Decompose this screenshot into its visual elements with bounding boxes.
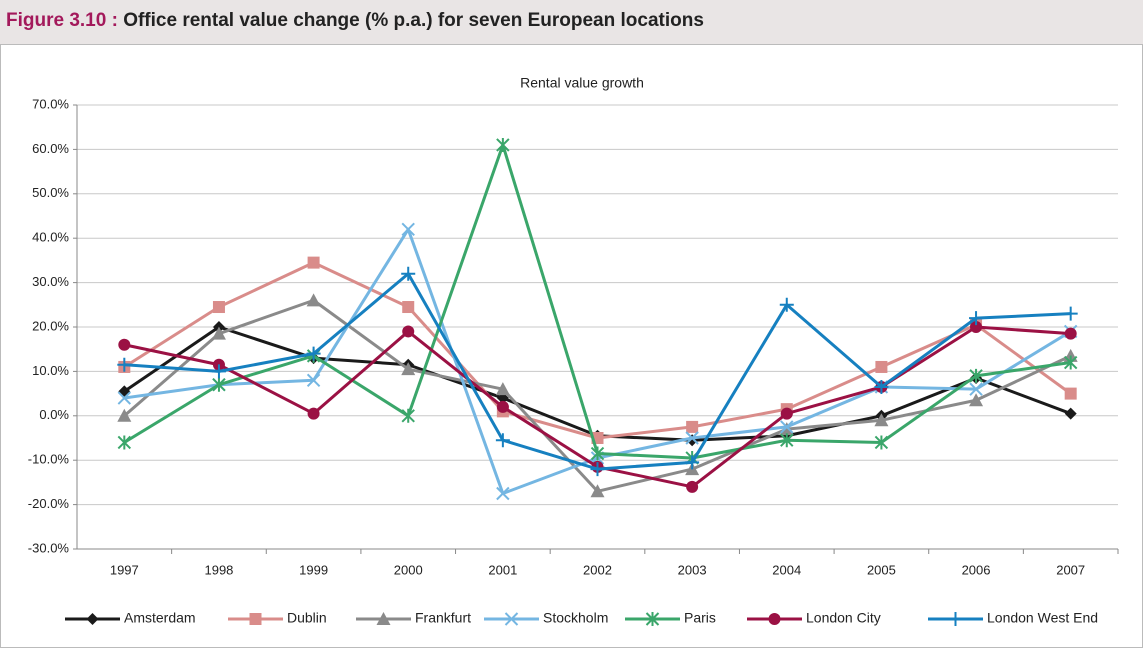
marker	[969, 311, 984, 326]
marker	[212, 301, 225, 314]
marker	[307, 256, 320, 269]
marker	[307, 407, 320, 420]
legend-label: Amsterdam	[124, 610, 196, 626]
y-tick-label: 50.0%	[32, 185, 69, 200]
marker	[211, 326, 226, 340]
marker	[306, 373, 321, 387]
marker	[780, 420, 794, 434]
marker	[117, 391, 132, 405]
legend-label: Paris	[684, 610, 716, 626]
marker	[117, 357, 132, 372]
marker	[117, 408, 132, 422]
marker	[948, 612, 963, 626]
marker	[590, 484, 605, 498]
marker	[970, 321, 983, 333]
marker	[306, 346, 321, 361]
marker	[401, 222, 415, 237]
y-tick-label: -30.0%	[28, 540, 70, 555]
y-tick-label: 10.0%	[32, 363, 69, 378]
chart-frame	[0, 44, 1143, 648]
legend-label: London City	[806, 610, 881, 626]
marker	[401, 266, 416, 281]
legend-label: Dublin	[287, 610, 327, 626]
marker	[306, 293, 321, 307]
y-tick-label: 20.0%	[32, 318, 69, 333]
marker	[875, 360, 888, 373]
marker	[685, 455, 700, 470]
y-tick-label: 70.0%	[32, 96, 69, 111]
y-tick-label: 30.0%	[32, 274, 69, 289]
marker	[590, 446, 605, 461]
y-tick-label: 0.0%	[39, 407, 69, 422]
legend-label: Frankfurt	[415, 610, 471, 626]
x-tick-label: 2003	[678, 562, 707, 577]
marker	[780, 433, 794, 448]
marker	[86, 613, 99, 625]
marker	[645, 612, 660, 626]
x-tick-label: 2005	[867, 562, 896, 577]
marker	[686, 420, 699, 433]
marker	[496, 137, 510, 152]
marker	[874, 379, 889, 394]
x-tick-label: 2002	[583, 562, 612, 577]
figure-label: Figure 3.10 :	[6, 10, 118, 31]
marker	[376, 612, 391, 625]
marker	[402, 325, 415, 338]
marker	[401, 408, 415, 423]
y-tick-label: 60.0%	[32, 141, 69, 156]
marker	[686, 480, 699, 493]
y-tick-label: 40.0%	[32, 230, 69, 245]
marker	[211, 364, 226, 379]
x-tick-label: 1997	[110, 562, 139, 577]
marker	[496, 486, 510, 501]
chart: Rental value growth -30.0% -20.0% -10.0% 0.…	[0, 44, 1143, 648]
marker	[590, 462, 605, 477]
marker	[779, 422, 794, 436]
x-tick-label: 2000	[394, 562, 423, 577]
marker	[874, 435, 889, 450]
marker	[1064, 387, 1077, 400]
marker	[969, 382, 983, 396]
x-tick-label: 2006	[962, 562, 991, 577]
marker	[780, 407, 793, 420]
marker	[685, 431, 699, 445]
x-tick-label: 2007	[1056, 562, 1085, 577]
marker	[249, 613, 262, 625]
y-tick-label: -10.0%	[28, 452, 70, 467]
marker	[1064, 407, 1077, 420]
marker	[1063, 306, 1078, 321]
x-tick-label: 2001	[488, 562, 517, 577]
x-tick-label: 2004	[772, 562, 801, 577]
marker	[117, 435, 132, 450]
figure-title: Office rental value change (% p.a.) for …	[123, 10, 704, 31]
x-tick-label: 1999	[299, 562, 328, 577]
marker	[118, 338, 131, 351]
marker	[969, 393, 984, 407]
marker	[504, 612, 519, 626]
marker	[495, 382, 510, 396]
marker	[495, 433, 510, 448]
marker	[212, 377, 226, 392]
marker	[401, 362, 416, 376]
legend-label: London West End	[987, 610, 1098, 626]
marker	[1063, 355, 1078, 370]
y-tick-label: -20.0%	[28, 496, 70, 511]
marker	[768, 613, 781, 625]
marker	[402, 301, 415, 314]
marker	[779, 297, 794, 312]
marker	[874, 413, 889, 427]
chart-title: Rental value growth	[520, 75, 644, 91]
x-tick-label: 1998	[204, 562, 233, 577]
legend-label: Stockholm	[543, 610, 608, 626]
marker	[1064, 327, 1077, 340]
marker	[969, 368, 983, 383]
marker	[496, 400, 509, 413]
figure-header: Figure 3.10 : Office rental value change…	[0, 0, 1143, 44]
